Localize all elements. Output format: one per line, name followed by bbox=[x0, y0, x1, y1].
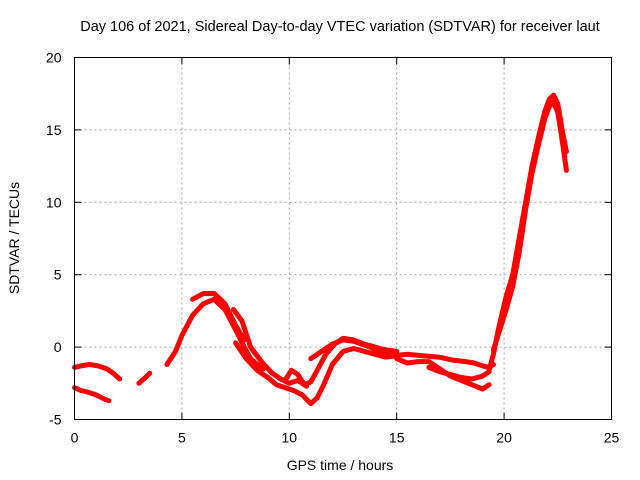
x-tick-label: 10 bbox=[282, 430, 298, 446]
x-axis-label: GPS time / hours bbox=[287, 457, 394, 473]
y-tick-label: 10 bbox=[46, 194, 62, 210]
series-track-6 bbox=[231, 307, 309, 389]
x-tick-label: 5 bbox=[178, 430, 186, 446]
x-tick-label: 20 bbox=[496, 430, 512, 446]
x-tick-label: 25 bbox=[604, 430, 620, 446]
y-tick-label: -5 bbox=[49, 412, 62, 428]
y-tick-label: 0 bbox=[54, 339, 62, 355]
series-track-1 bbox=[72, 385, 112, 404]
plot-frame bbox=[74, 57, 612, 420]
series-track-7 bbox=[233, 340, 400, 407]
series-track-11 bbox=[426, 364, 492, 382]
series-track-8 bbox=[282, 335, 400, 388]
y-axis-label: SDTVAR / TECUs bbox=[6, 182, 22, 294]
y-tick-label: 15 bbox=[46, 122, 62, 138]
axis-ticks: 0 5 10 15 20 25 -5 0 5 10 15 20 bbox=[46, 50, 620, 446]
series-track-3 bbox=[136, 370, 153, 386]
x-tick-label: 15 bbox=[389, 430, 405, 446]
series-track-13 bbox=[490, 99, 569, 353]
series-track-4 bbox=[164, 296, 266, 372]
y-tick-label: 5 bbox=[54, 267, 62, 283]
series-track-2 bbox=[72, 362, 123, 382]
x-tick-label: 0 bbox=[71, 430, 79, 446]
series-track-5 bbox=[190, 291, 247, 343]
data-series bbox=[72, 92, 569, 407]
grid-lines bbox=[74, 57, 612, 420]
y-tick-label: 20 bbox=[46, 50, 62, 66]
chart-title: Day 106 of 2021, Sidereal Day-to-day VTE… bbox=[80, 19, 600, 35]
series-track-9 bbox=[308, 337, 496, 370]
